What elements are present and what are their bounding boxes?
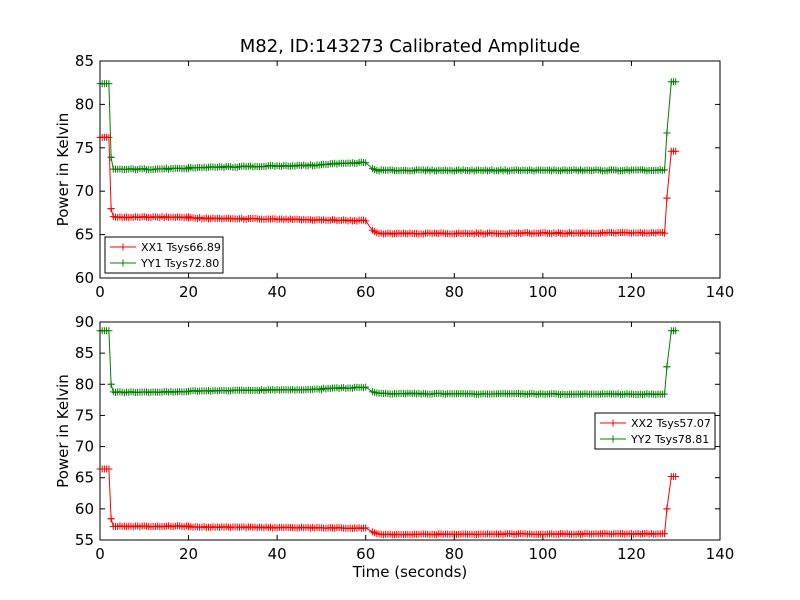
y-axis-label: Power in Kelvin xyxy=(54,113,72,227)
plot-frame-2 xyxy=(99,321,721,541)
x-tick-label: 20 xyxy=(179,545,198,563)
y-tick-label: 70 xyxy=(75,438,94,456)
data-point xyxy=(107,205,115,213)
x-tick-label: 100 xyxy=(529,283,558,301)
bottom-panel: 0 20 40 60 80 100 120 140 55 60 65 70 75 80 85 90 Power … xyxy=(54,313,734,581)
plot-frame-1 xyxy=(99,60,721,279)
data-point xyxy=(663,505,671,513)
data-point xyxy=(661,530,669,538)
x-tick-label: 80 xyxy=(445,545,464,563)
x-tick-label: 80 xyxy=(445,283,464,301)
data-point xyxy=(362,159,370,167)
data-point xyxy=(107,153,115,161)
data-point xyxy=(105,465,113,473)
x-tick-label: 100 xyxy=(529,545,558,563)
x-tick-label: 40 xyxy=(268,545,287,563)
legend-marker xyxy=(609,419,617,427)
data-point xyxy=(672,78,680,86)
x-tick-label: 120 xyxy=(617,545,646,563)
y-tick-label: 75 xyxy=(75,139,94,157)
y-tick-label: 90 xyxy=(75,313,94,331)
legend-label: YY2 Tsys78.81 xyxy=(630,433,709,446)
y-tick-label: 65 xyxy=(75,469,94,487)
legend-2: XX2 Tsys57.07 YY2 Tsys78.81 xyxy=(594,412,716,450)
series-markers-1-2 xyxy=(96,78,680,175)
x-tick-label: 0 xyxy=(95,545,105,563)
y-tick-label: 85 xyxy=(75,52,94,70)
data-point xyxy=(663,194,671,202)
y-tick-label: 85 xyxy=(75,344,94,362)
legend-marker xyxy=(609,435,617,443)
y-tick-label: 55 xyxy=(75,531,94,549)
data-point xyxy=(107,515,115,523)
x-tick-label: 0 xyxy=(95,283,105,301)
data-point xyxy=(105,327,113,335)
legend-label: YY1 Tsys72.80 xyxy=(140,257,219,270)
x-tick-label: 120 xyxy=(617,283,646,301)
y-tick-label: 60 xyxy=(75,500,94,518)
legend-marker xyxy=(119,259,127,267)
data-point xyxy=(672,473,680,480)
series-markers-2-2 xyxy=(96,327,680,399)
x-tick-label: 140 xyxy=(706,545,735,563)
data-point xyxy=(105,80,113,88)
data-point xyxy=(672,327,680,335)
y-tick-label: 60 xyxy=(75,269,94,287)
y-tick-label: 80 xyxy=(75,375,94,393)
data-point xyxy=(362,217,370,225)
legend-label: XX2 Tsys57.07 xyxy=(631,417,711,430)
data-point xyxy=(663,129,671,137)
x-tick-label: 20 xyxy=(179,283,198,301)
data-point xyxy=(362,524,370,532)
legend-label: XX1 Tsys66.89 xyxy=(141,241,221,254)
data-point xyxy=(663,363,671,371)
legend-1: XX1 Tsys66.89 YY1 Tsys72.80 xyxy=(104,236,224,274)
data-point xyxy=(672,147,680,155)
x-tick-label: 140 xyxy=(706,283,735,301)
y-tick-label: 70 xyxy=(75,182,94,200)
y-tick-label: 75 xyxy=(75,406,94,424)
y-tick-label: 80 xyxy=(75,95,94,113)
x-tick-label: 60 xyxy=(356,283,375,301)
y-tick-label: 65 xyxy=(75,226,94,244)
x-axis-label: Time (seconds) xyxy=(352,563,468,581)
data-point xyxy=(661,229,669,237)
y-axis-label: Power in Kelvin xyxy=(54,374,72,488)
legend-box xyxy=(594,412,716,450)
data-point xyxy=(105,133,113,141)
legend-box xyxy=(104,236,224,274)
top-panel: 0 20 40 60 80 100 120 140 60 65 70 75 80 85 Power in K… xyxy=(54,52,734,301)
data-point xyxy=(661,166,669,174)
series-markers-2-1 xyxy=(96,465,680,539)
chart-title: M82, ID:143273 Calibrated Amplitude xyxy=(240,36,581,57)
data-point xyxy=(107,380,115,388)
series-markers-1-1 xyxy=(96,133,680,238)
legend-marker xyxy=(119,243,127,251)
data-point xyxy=(362,383,370,391)
x-tick-label: 40 xyxy=(268,283,287,301)
x-tick-label: 60 xyxy=(356,545,375,563)
data-point xyxy=(661,390,669,398)
